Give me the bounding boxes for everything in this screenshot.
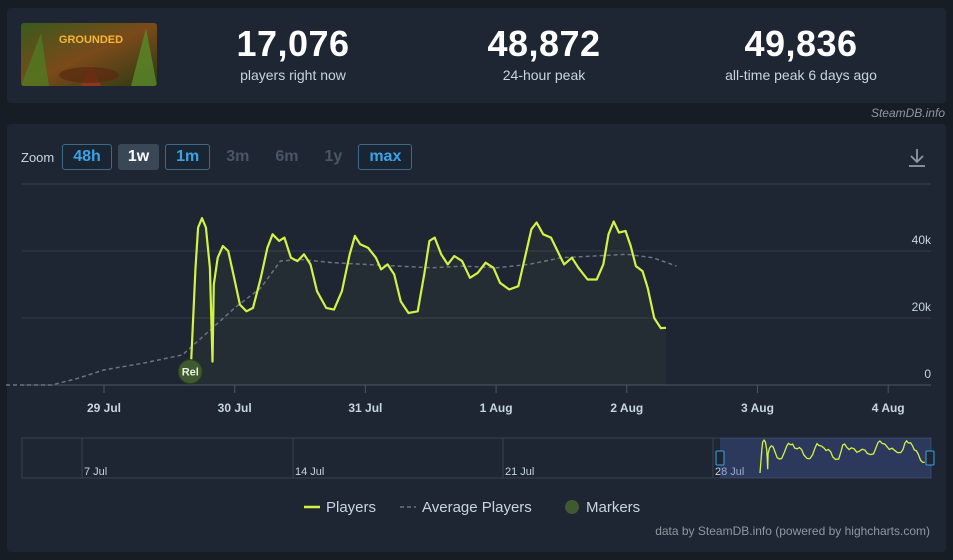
zoom-48h-button[interactable]: 48h [62, 144, 112, 170]
stats-panel: GROUNDED 17,076 players right now 48,872… [7, 8, 946, 103]
zoom-1y-button: 1y [324, 148, 343, 165]
current-players-stat: 17,076 players right now [183, 23, 403, 84]
download-icon[interactable] [908, 148, 926, 173]
alltime-peak-label: all-time peak 6 days ago [725, 67, 877, 83]
zoom-3m-button: 3m [226, 148, 250, 165]
steamdb-credit[interactable]: SteamDB.info [870, 106, 945, 120]
zoom-6m-button: 6m [275, 148, 299, 165]
zoom-label: Zoom [21, 149, 55, 165]
zoom-1m-button[interactable]: 1m [165, 144, 211, 170]
chart-card: Zoom 48h 1w 1m 3m 6m 1y max [7, 124, 946, 552]
alltime-peak-value: 49,836 [744, 23, 858, 64]
day-peak-label: 24-hour peak [502, 67, 586, 83]
zoom-max-button[interactable]: max [358, 144, 413, 170]
current-players-value: 17,076 [236, 23, 350, 64]
day-peak-value: 48,872 [487, 23, 601, 64]
current-players-label: players right now [240, 67, 346, 83]
zoom-controls: Zoom 48h 1w 1m 3m 6m 1y max [21, 144, 413, 170]
game-logo-text: GROUNDED [59, 34, 123, 46]
zoom-1w-button[interactable]: 1w [117, 144, 160, 170]
game-header-image[interactable]: GROUNDED [21, 23, 157, 86]
alltime-peak-stat: 49,836 all-time peak 6 days ago [691, 23, 911, 84]
day-peak-stat: 48,872 24-hour peak [434, 23, 654, 84]
